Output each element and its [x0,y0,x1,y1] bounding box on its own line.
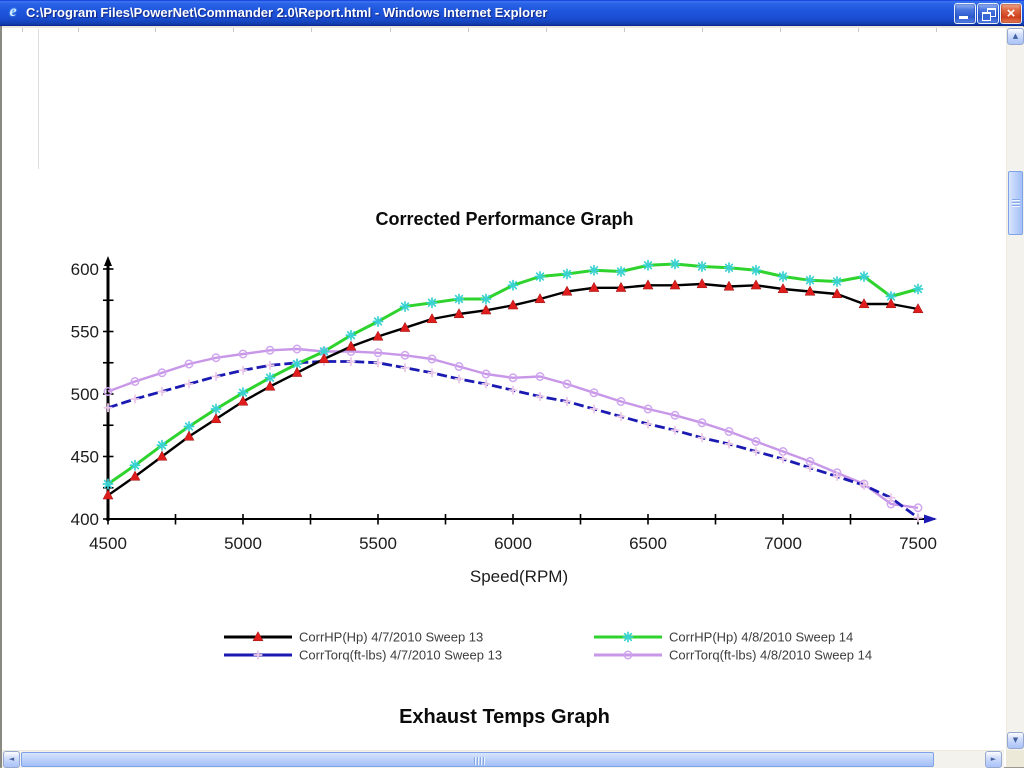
thumb-grip [477,757,478,765]
svg-text:6000: 6000 [494,534,532,553]
table-border-artifact [624,28,625,32]
close-button[interactable]: × [1000,3,1022,24]
thumb-grip [1012,205,1020,206]
scroll-up-button[interactable]: ▲ [1007,28,1024,45]
vertical-scroll-thumb[interactable] [1008,171,1023,235]
svg-text:Speed(RPM): Speed(RPM) [470,567,568,586]
horizontal-scroll-thumb[interactable] [21,752,934,767]
performance-chart: 400 450 500 550 600 4500 5000 5500 6000 6500 7000 7… [2,28,1006,750]
thumb-grip [483,757,484,765]
thumb-grip [474,757,475,765]
svg-text:5000: 5000 [224,534,262,553]
table-border-artifact [936,28,937,32]
thumb-grip [1012,202,1020,203]
table-border-artifact [858,28,859,32]
svg-text:4500: 4500 [89,534,127,553]
minimize-icon [959,16,968,19]
table-border-artifact [155,28,156,32]
scroll-right-button[interactable]: ► [985,751,1002,768]
table-border-artifact [390,28,391,32]
close-icon: × [1006,5,1016,22]
thumb-grip [480,757,481,765]
svg-text:450: 450 [71,448,99,467]
scroll-left-button[interactable]: ◄ [3,751,20,768]
table-border-artifact [38,29,39,169]
scroll-down-button[interactable]: ▼ [1007,732,1024,749]
exhaust-graph-title: Exhaust Temps Graph [399,706,610,728]
table-border-artifact [78,28,79,32]
svg-text:CorrHP(Hp) 4/7/2010 Sweep 13: CorrHP(Hp) 4/7/2010 Sweep 13 [299,630,483,645]
svg-text:7500: 7500 [899,534,937,553]
table-border-artifact [22,28,23,32]
restore-icon [982,12,991,21]
svg-text:500: 500 [71,385,99,404]
performance-graph-title: Corrected Performance Graph [375,209,634,229]
window-titlebar: e C:\Program Files\PowerNet\Commander 2.… [0,0,1024,26]
table-border-artifact [468,28,469,32]
table-border-artifact [311,28,312,32]
table-border-artifact [702,28,703,32]
svg-text:CorrTorq(ft-lbs) 4/7/2010 Swee: CorrTorq(ft-lbs) 4/7/2010 Sweep 13 [299,648,502,663]
horizontal-scrollbar[interactable]: ◄ ► [2,750,1004,768]
svg-text:CorrHP(Hp) 4/8/2010 Sweep 14: CorrHP(Hp) 4/8/2010 Sweep 14 [669,630,853,645]
window-frame-left [0,26,2,768]
svg-text:6500: 6500 [629,534,667,553]
window-inner-edge [0,26,1024,28]
window-title: C:\Program Files\PowerNet\Commander 2.0\… [26,5,548,20]
restore-button[interactable] [977,3,999,24]
scrollbar-corner [1006,750,1024,767]
browser-viewport: 400 450 500 550 600 4500 5000 5500 6000 6500 7000 7… [2,28,1006,750]
vertical-scrollbar[interactable]: ▲ ▼ [1006,27,1024,750]
svg-text:CorrTorq(ft-lbs) 4/8/2010 Swee: CorrTorq(ft-lbs) 4/8/2010 Sweep 14 [669,648,872,663]
svg-text:400: 400 [71,510,99,529]
table-border-artifact [780,28,781,32]
minimize-button[interactable] [954,3,976,24]
thumb-grip [1012,199,1020,200]
table-border-artifact [546,28,547,32]
svg-text:600: 600 [71,260,99,279]
svg-text:5500: 5500 [359,534,397,553]
table-border-artifact [233,28,234,32]
svg-text:7000: 7000 [764,534,802,553]
internet-explorer-icon: e [9,3,17,20]
svg-text:550: 550 [71,323,99,342]
